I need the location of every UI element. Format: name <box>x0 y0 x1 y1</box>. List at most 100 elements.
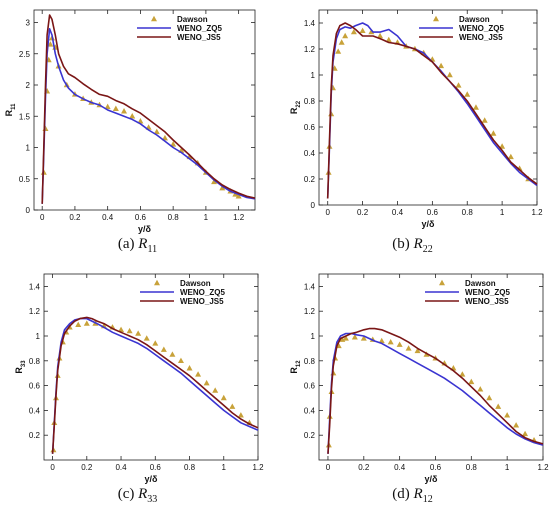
dawson-marker <box>385 36 392 43</box>
dawson-marker <box>186 365 193 371</box>
dawson-marker <box>118 326 125 332</box>
dawson-marker <box>446 71 453 78</box>
x-tick-label: 1 <box>222 463 227 472</box>
dawson-marker <box>161 134 168 141</box>
dawson-marker <box>377 32 384 39</box>
y-tick-label: 0 <box>311 201 316 210</box>
dawson-marker <box>237 412 244 418</box>
x-axis-label: y/δ <box>145 474 159 484</box>
x-tick-label: 1.2 <box>531 208 543 217</box>
y-tick-label: 1 <box>311 71 316 80</box>
dawson-marker <box>490 130 497 136</box>
caption-tag: (b) <box>392 236 410 252</box>
series-line-weno-zq5 <box>326 22 538 199</box>
x-tick-label: 0 <box>325 208 330 217</box>
legend-entry-label: WENO_JS5 <box>465 297 509 306</box>
dawson-marker <box>219 184 226 191</box>
x-tick-label: 0.2 <box>81 463 93 472</box>
x-tick-label: 1.2 <box>233 213 245 222</box>
chart-panel-r22: 0 0.2 0.4 0.6 0.8 1 1.2 0 0.2 0.4 0.6 0.8 1 1.2 1.4 y/δ… <box>275 0 550 262</box>
caption-r22: (b) R22 <box>275 236 550 255</box>
x-tick-label: 0.8 <box>168 213 180 222</box>
x-tick-label: 0.8 <box>466 463 478 472</box>
y-tick-label: 1 <box>26 144 31 153</box>
dawson-marker <box>338 39 345 45</box>
x-tick-label: 0.2 <box>357 208 369 217</box>
dawson-marker <box>464 91 471 97</box>
legend-entry-label: Dawson <box>180 279 211 288</box>
dawson-marker <box>121 108 128 114</box>
dawson-marker <box>195 371 202 377</box>
dawson-marker <box>211 178 218 185</box>
dawson-marker <box>47 41 54 47</box>
y-tick-label: 1.2 <box>304 45 316 54</box>
caption-symbol: R <box>413 486 423 502</box>
caption-symbol: R <box>138 486 148 502</box>
dawson-marker <box>438 62 445 69</box>
dawson-marker <box>504 412 511 418</box>
y-tick-label: 1.4 <box>304 282 316 291</box>
legend-entry-label: WENO_JS5 <box>459 33 503 42</box>
x-tick-label: 0.8 <box>462 208 474 217</box>
y-tick-label: 0.8 <box>304 97 316 106</box>
x-axis-label: y/δ <box>138 224 152 234</box>
dawson-marker <box>220 394 227 401</box>
x-tick-label: 0.4 <box>115 463 127 472</box>
dawson-marker <box>143 335 150 341</box>
x-tick-label: 0.4 <box>392 208 404 217</box>
dawson-marker <box>335 48 342 54</box>
dawson-marker <box>212 387 219 393</box>
series-line-weno-js5 <box>327 327 544 454</box>
y-tick-label: 0.6 <box>304 123 316 132</box>
y-tick-label: 0.4 <box>29 406 41 415</box>
legend-swatch-marker <box>154 279 160 286</box>
dawson-marker <box>513 422 520 428</box>
dawson-marker <box>75 321 82 328</box>
y-tick-label: 0.8 <box>304 357 316 366</box>
x-tick-label: 0.2 <box>69 213 81 222</box>
x-tick-label: 0.6 <box>427 208 439 217</box>
legend-entry-label: WENO_JS5 <box>177 33 221 42</box>
x-tick-label: 0.8 <box>184 463 196 472</box>
legend-entry-label: WENO_ZQ5 <box>465 288 510 297</box>
chart-panel-r11: 0 0.2 0.4 0.6 0.8 1 1.2 0 0.5 1 1.5 2 2.5 3 y/δ R11 Daws… <box>0 0 275 262</box>
dawson-marker <box>477 386 484 392</box>
dawson-marker <box>235 193 242 199</box>
y-axis-label: R22 <box>289 100 302 114</box>
dawson-marker <box>368 28 375 35</box>
plot-frame <box>33 9 256 211</box>
caption-subscript: 12 <box>422 494 433 505</box>
plot-frame <box>318 9 538 206</box>
y-tick-label: 0.2 <box>29 431 41 440</box>
dawson-marker <box>481 117 488 123</box>
chart-panel-r33: 0 0.2 0.4 0.6 0.8 1 1.2 0.2 0.4 0.6 0.8 1 1.2 1.4 y/δ R… <box>0 262 275 512</box>
x-tick-label: 0.6 <box>150 463 162 472</box>
dawson-marker <box>135 330 142 336</box>
series-line-weno-zq5 <box>41 27 256 204</box>
x-tick-label: 1 <box>505 463 510 472</box>
y-axis-label: R11 <box>4 103 17 117</box>
dawson-marker <box>170 141 177 147</box>
y-tick-label: 1 <box>36 332 41 341</box>
y-tick-label: 0.5 <box>19 175 31 184</box>
x-tick-label: 0.4 <box>102 213 114 222</box>
plot-frame <box>43 273 259 461</box>
dawson-marker <box>112 105 119 111</box>
caption-r12: (d) R12 <box>275 486 550 505</box>
caption-tag: (a) <box>117 236 135 252</box>
y-tick-label: 1.4 <box>29 282 41 291</box>
y-tick-label: 1.4 <box>304 19 316 28</box>
y-tick-label: 3 <box>26 19 31 28</box>
chart-r33-svg: 0 0.2 0.4 0.6 0.8 1 1.2 0.2 0.4 0.6 0.8 1 1.2 1.4 y/δ R… <box>14 273 264 484</box>
legend-swatch-marker <box>439 279 445 286</box>
legend-swatch-marker <box>433 15 439 22</box>
legend-entry-label: Dawson <box>177 15 208 24</box>
x-tick-label: 0.6 <box>135 213 147 222</box>
dawson-marker <box>405 345 412 351</box>
dawson-marker <box>177 357 184 363</box>
y-tick-label: 0.6 <box>29 382 41 391</box>
y-tick-label: 2 <box>26 81 31 90</box>
y-tick-label: 0.4 <box>304 149 316 158</box>
x-tick-label: 1.2 <box>537 463 549 472</box>
caption-r11: (a) R11 <box>0 236 275 255</box>
